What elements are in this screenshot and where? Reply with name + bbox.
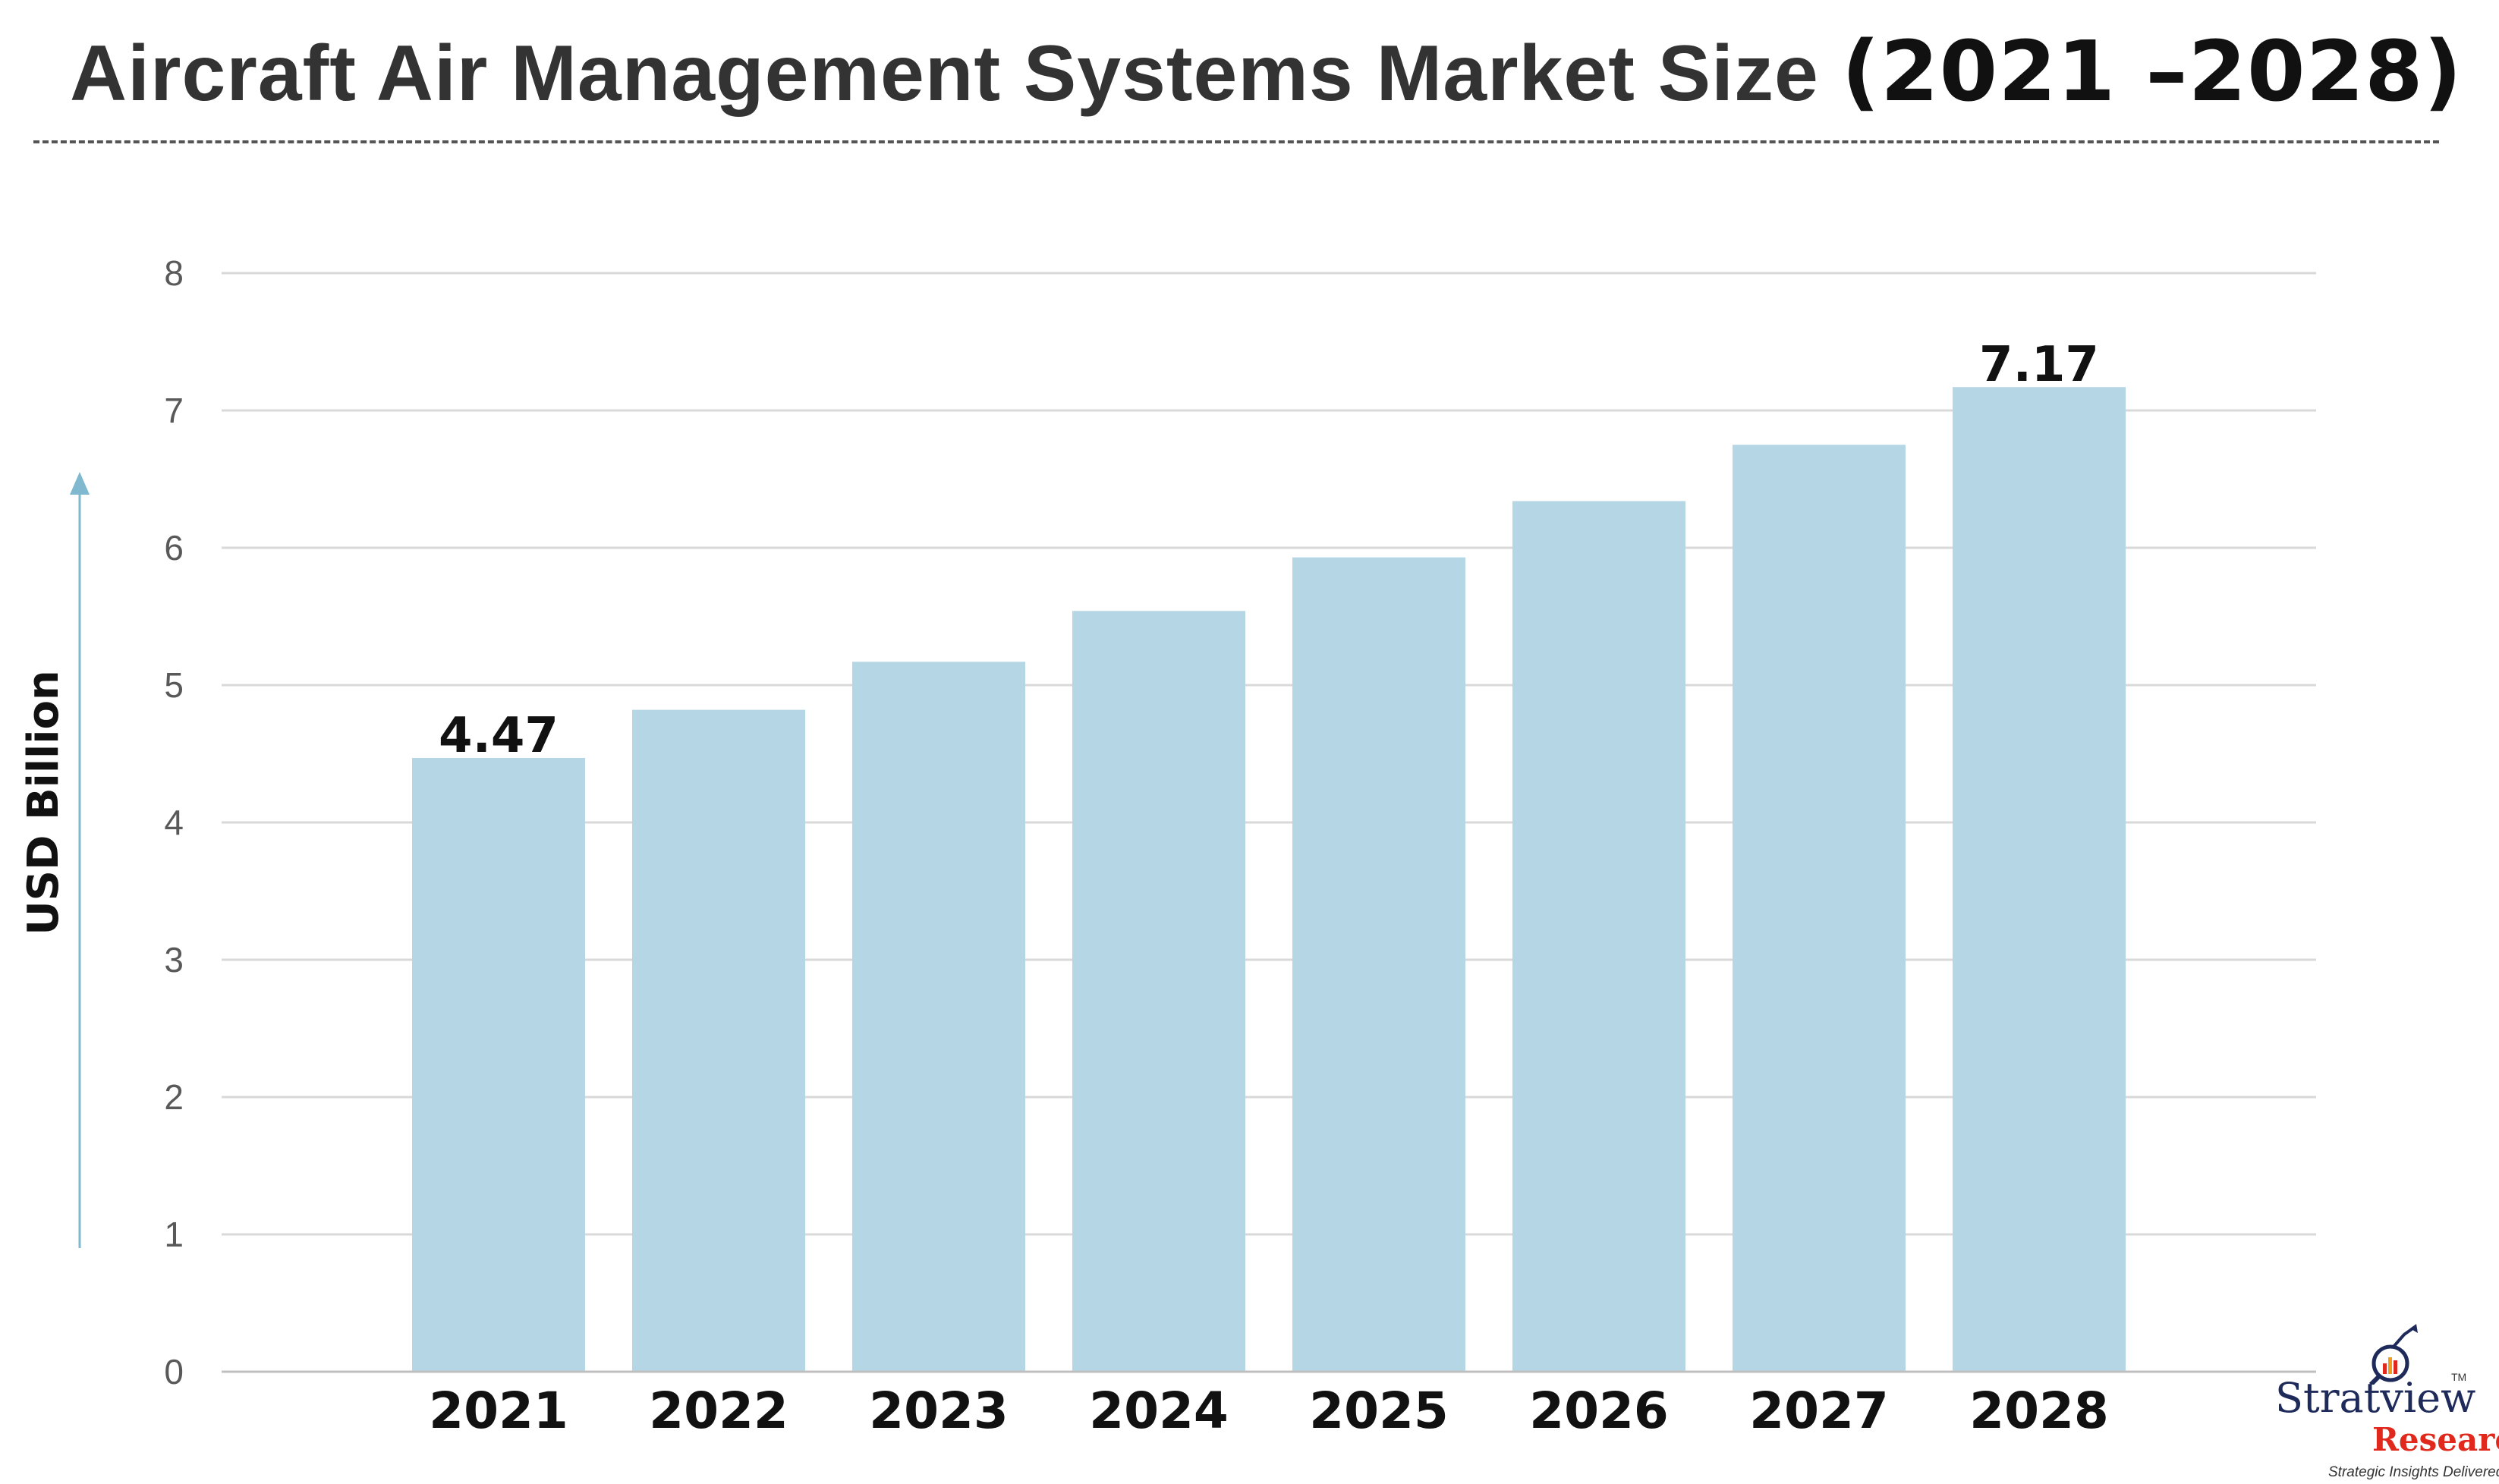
y-tick-label: 2 — [164, 1077, 184, 1117]
y-tick-label: 4 — [164, 803, 184, 842]
chart-title-years: (2021 –2028) — [1841, 23, 2463, 120]
bar-2024 — [1072, 611, 1245, 1372]
x-tick-label: 2023 — [869, 1382, 1009, 1440]
y-axis-label: USD Billion — [19, 670, 68, 935]
x-tick-label: 2027 — [1749, 1382, 1889, 1440]
bar-2025 — [1292, 557, 1465, 1372]
y-tick-label: 3 — [164, 940, 184, 979]
bar-2022 — [632, 709, 805, 1372]
data-label: 4.47 — [439, 708, 559, 764]
chart-title: Aircraft Air Management Systems Market S… — [70, 23, 2463, 120]
data-label: 7.17 — [1979, 337, 2099, 393]
bar-2021 — [412, 757, 585, 1372]
stratview-logo: Stratview TM Research Strategic Insights… — [2269, 1324, 2499, 1483]
x-tick-label: 2025 — [1309, 1382, 1449, 1440]
magnifier-chart-icon — [2368, 1324, 2418, 1385]
title-divider — [33, 140, 2439, 143]
bars — [412, 387, 2126, 1372]
chart-title-main: Aircraft Air Management Systems Market S… — [70, 30, 1819, 118]
axes — [70, 472, 2316, 1373]
x-tick-label: 2026 — [1529, 1382, 1669, 1440]
y-tick-label: 7 — [164, 391, 184, 430]
y-tick-label: 0 — [164, 1352, 184, 1391]
y-tick-label: 6 — [164, 528, 184, 568]
x-tick-label: 2022 — [649, 1382, 788, 1440]
labels: 0 1 2 3 4 5 6 7 8 2021 2022 2023 2024 2025 2026 2027 202… — [19, 253, 2109, 1440]
y-tick-label: 8 — [164, 253, 184, 293]
bar-2028 — [1953, 387, 2126, 1372]
logo-research: Research — [2372, 1421, 2499, 1458]
x-tick-label: 2024 — [1089, 1382, 1229, 1440]
y-axis-arrow-head — [70, 472, 90, 495]
logo-tagline: Strategic Insights Delivered — [2328, 1464, 2499, 1480]
bar-2023 — [852, 662, 1025, 1372]
y-tick-label: 5 — [164, 665, 184, 705]
bar-2026 — [1512, 501, 1685, 1372]
x-tick-label: 2028 — [1969, 1382, 2109, 1440]
bar-2027 — [1733, 445, 1906, 1372]
y-tick-label: 1 — [164, 1215, 184, 1254]
x-tick-label: 2021 — [429, 1382, 568, 1440]
logo-name: Stratview — [2275, 1374, 2476, 1422]
logo-trademark: TM — [2451, 1371, 2467, 1383]
